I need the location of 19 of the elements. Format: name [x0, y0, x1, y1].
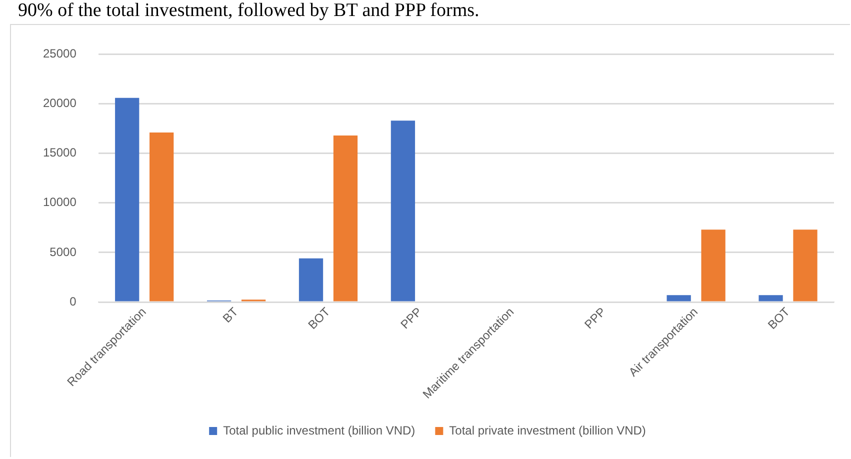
- bar: [758, 295, 783, 302]
- bar: [150, 132, 174, 302]
- bar: [115, 98, 140, 302]
- y-tick-label: 5000: [50, 244, 77, 259]
- y-tick-label: 15000: [42, 146, 77, 160]
- y-tick-label: 20000: [42, 96, 77, 110]
- y-tick-label: 0: [70, 294, 77, 308]
- bar: [666, 295, 691, 302]
- bar: [793, 230, 818, 302]
- bar: [333, 135, 358, 302]
- legend-label: Total private investment (billion VND): [449, 423, 646, 438]
- bar: [390, 120, 416, 302]
- y-tick-label: 10000: [42, 195, 77, 210]
- legend-label: Total public investment (billion VND): [223, 423, 416, 438]
- text: 90% of the total investment, followed by BT and PPP forms.: [17, 0, 480, 22]
- bar: [701, 230, 726, 302]
- bar: [298, 258, 324, 302]
- x-tick-label: BT: [220, 304, 242, 326]
- y-tick-label: 25000: [42, 46, 77, 61]
